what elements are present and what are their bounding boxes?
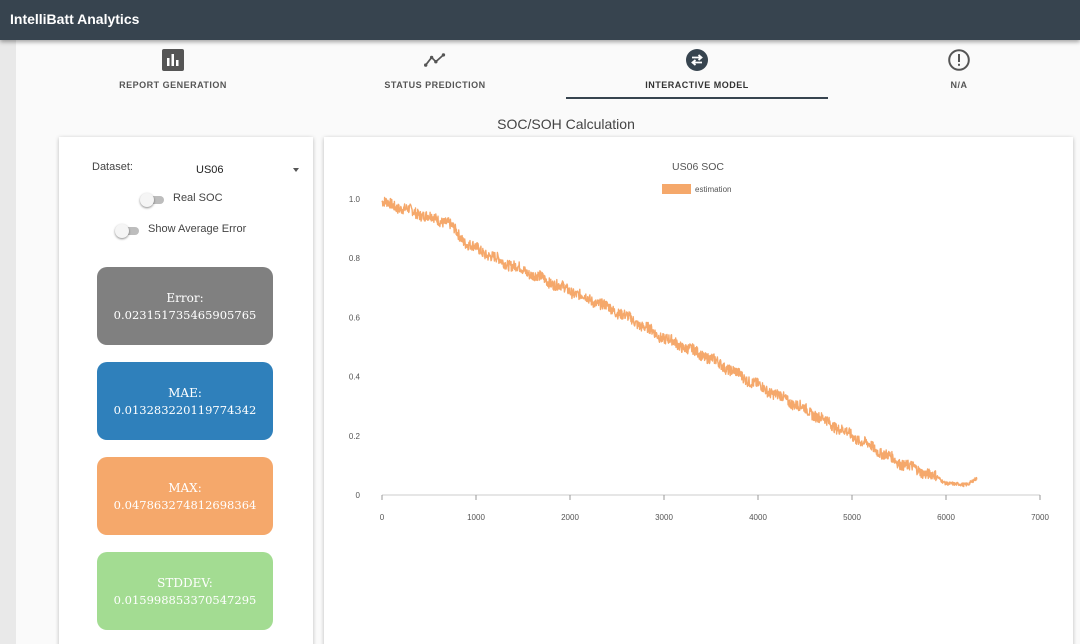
- tab-label: STATUS PREDICTION: [384, 80, 486, 90]
- soc-chart: US06 SOC estimation 0 1000 2000 3000 4000 500…: [349, 161, 1050, 522]
- legend-label[interactable]: estimation: [695, 185, 731, 194]
- real-soc-toggle[interactable]: [140, 193, 166, 207]
- tab-interactive-model[interactable]: INTERACTIVE MODEL: [566, 40, 828, 100]
- chart-panel: US06 SOC estimation 0 1000 2000 3000 4000 500…: [324, 137, 1073, 644]
- average-error-toggle[interactable]: [115, 224, 141, 238]
- toggle-knob: [115, 224, 129, 238]
- tab-report-generation[interactable]: REPORT GENERATION: [42, 40, 304, 100]
- controls-panel: Dataset: US06 Real SOC Show Average Erro…: [59, 137, 313, 644]
- tab-na[interactable]: N/A: [828, 40, 1080, 100]
- trend-line-icon: [424, 49, 446, 71]
- tab-label: REPORT GENERATION: [119, 80, 227, 90]
- tab-status-prediction[interactable]: STATUS PREDICTION: [304, 40, 566, 100]
- stat-label: MAX:: [168, 481, 202, 495]
- stat-value: 0.015998853370547295: [113, 593, 257, 607]
- stat-label: STDDEV:: [157, 576, 213, 590]
- swap-icon: [686, 49, 708, 71]
- active-tab-indicator: [566, 97, 828, 99]
- stddev-card: STDDEV: 0.015998853370547295: [97, 552, 273, 630]
- x-tick-label: 1000: [467, 513, 485, 522]
- x-tick-label: 6000: [937, 513, 955, 522]
- stat-value: 0.047863274812698364: [113, 498, 257, 512]
- legend-swatch: [662, 184, 691, 194]
- stat-label: MAE:: [168, 386, 202, 400]
- real-soc-label: Real SOC: [173, 192, 223, 204]
- dataset-select[interactable]: US06: [169, 159, 299, 179]
- main-content: REPORT GENERATION STATUS PREDICTION INTE…: [16, 40, 1080, 644]
- dataset-value: US06: [196, 164, 224, 176]
- error-card: Error: 0.023151735465905765: [97, 267, 273, 345]
- tab-label: N/A: [950, 80, 968, 90]
- tab-bar: REPORT GENERATION STATUS PREDICTION INTE…: [16, 40, 1080, 100]
- app-title: IntelliBatt Analytics: [10, 11, 140, 27]
- x-tick-label: 0: [380, 513, 385, 522]
- alert-circle-icon: [948, 49, 970, 71]
- y-tick-label: 0.8: [349, 254, 361, 263]
- dataset-label: Dataset:: [92, 161, 133, 173]
- x-tick-label: 7000: [1031, 513, 1049, 522]
- section-title: SOC/SOH Calculation: [497, 116, 635, 132]
- y-tick-label: 0.6: [349, 313, 361, 322]
- x-tick-label: 2000: [561, 513, 579, 522]
- x-tick-label: 3000: [655, 513, 673, 522]
- y-tick-label: 0.4: [349, 373, 361, 382]
- bar-chart-icon: [162, 49, 184, 71]
- y-tick-label: 0.2: [349, 432, 361, 441]
- toggle-knob: [140, 193, 154, 207]
- y-tick-label: 0: [356, 491, 361, 500]
- x-tick-label: 5000: [843, 513, 861, 522]
- chart-title: US06 SOC: [672, 161, 724, 173]
- chevron-down-icon: [293, 168, 299, 172]
- average-error-label: Show Average Error: [148, 223, 247, 235]
- x-tick-label: 4000: [749, 513, 767, 522]
- stat-value: 0.023151735465905765: [113, 308, 257, 322]
- app-bar: IntelliBatt Analytics: [0, 0, 1080, 40]
- tab-label: INTERACTIVE MODEL: [645, 80, 749, 90]
- stat-value: 0.013283220119774342: [113, 403, 257, 417]
- y-tick-label: 1.0: [349, 195, 361, 204]
- mae-card: MAE: 0.013283220119774342: [97, 362, 273, 440]
- stat-label: Error:: [166, 291, 204, 305]
- max-card: MAX: 0.047863274812698364: [97, 457, 273, 535]
- estimation-series-line: [381, 196, 978, 488]
